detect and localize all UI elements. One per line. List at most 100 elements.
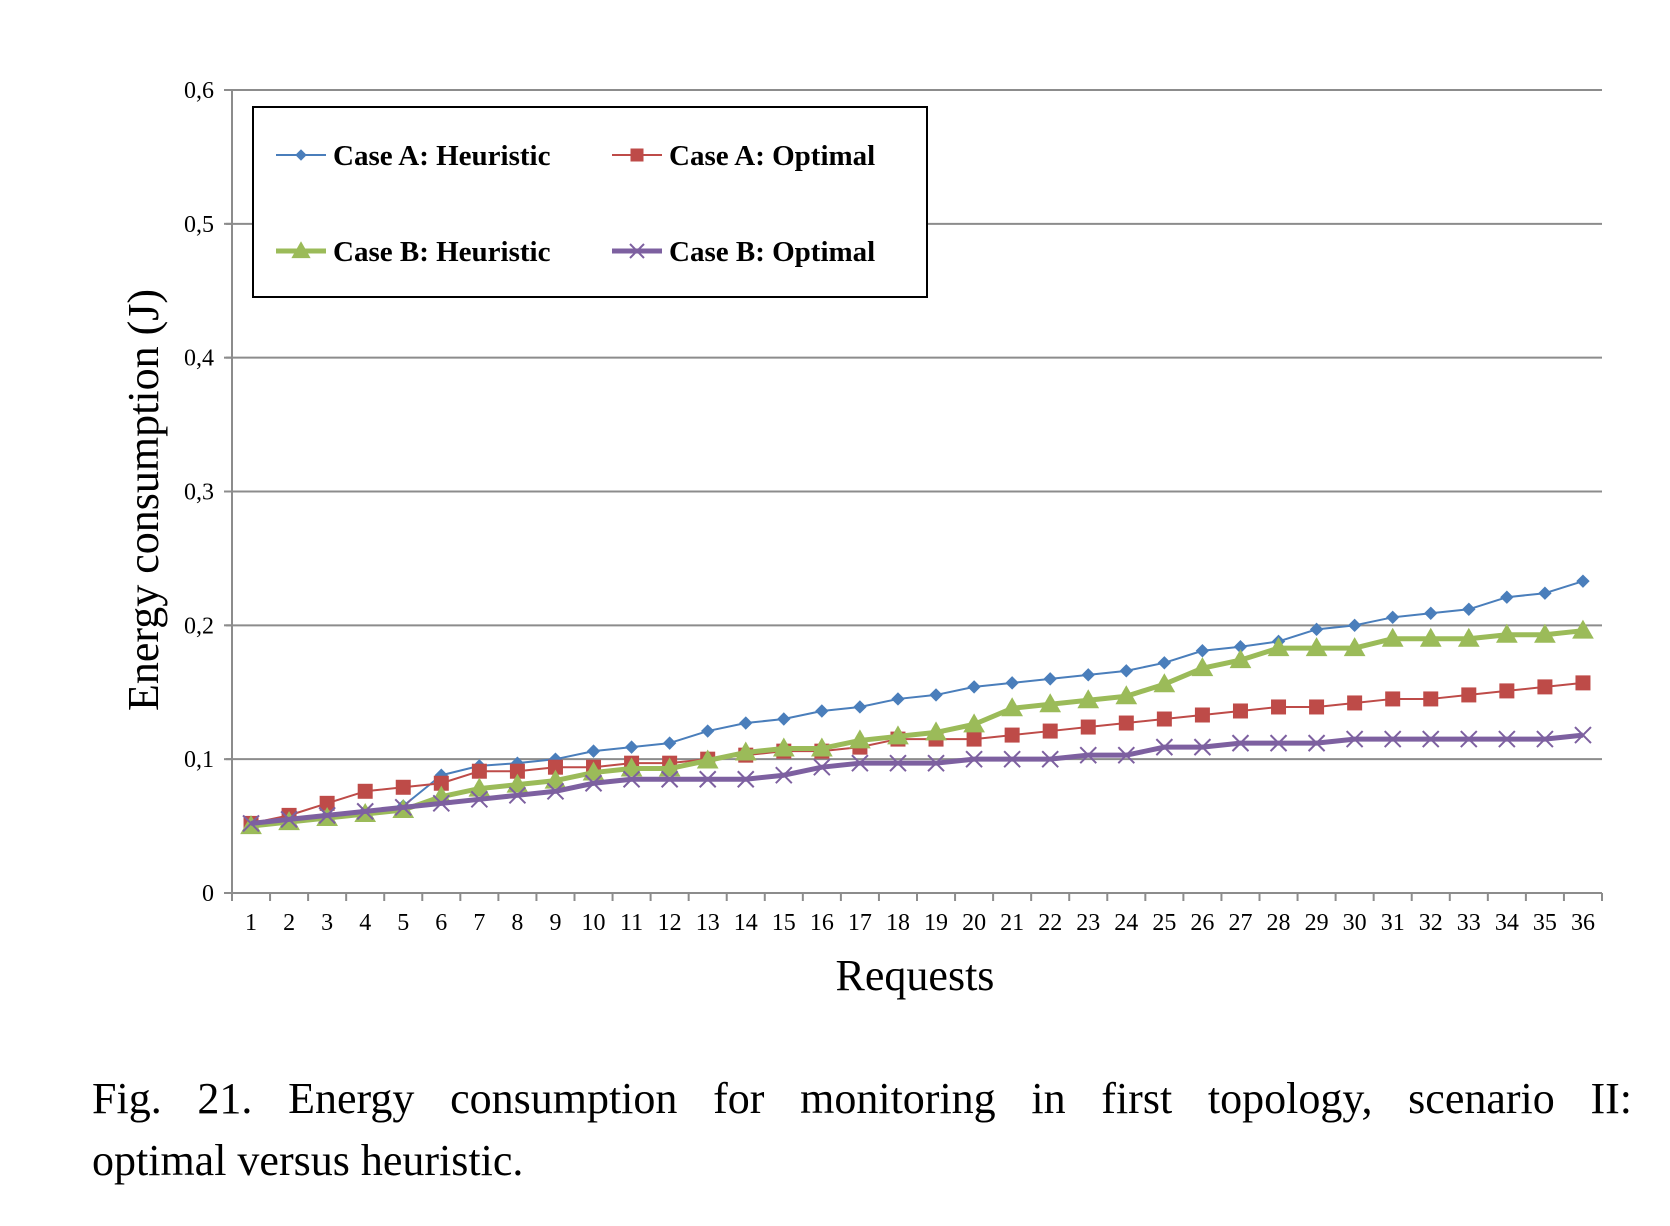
x-axis: 1 2 3 4 5 6 7 8 9 10 11 12 13 14 15 16 17 18 19 20 21 22 23 24 2… [231,892,1603,936]
data-point-stroke [1193,738,1212,756]
data-point [1081,668,1095,682]
data-point [1004,727,1020,743]
data-point [280,810,298,829]
data-point [242,814,260,833]
data-point [584,774,603,792]
data-point [1193,738,1212,756]
data-point-stroke [622,770,641,788]
x-tick-label: 20 [962,910,986,936]
data-point [1423,691,1439,707]
data-point [1424,606,1438,620]
data-point [1077,689,1100,709]
data-point [622,770,641,788]
x-tick-label: 1 [245,910,257,936]
data-point [1001,697,1024,717]
legend-label: Case A: Optimal [669,140,875,172]
data-point [356,802,374,821]
data-point [1115,685,1138,705]
x-tick-label: 5 [397,910,409,936]
y-tick-label: 0,1 [184,747,214,773]
legend-entry: Case B: Optimal [612,236,875,268]
data-point-stroke [1498,730,1516,748]
y-tick-label: 0,3 [184,480,214,506]
data-point [295,149,307,161]
data-point [620,757,643,777]
x-tick-label: 26 [1190,910,1214,936]
series-line [250,628,1584,829]
x-tick-label: 27 [1228,910,1252,936]
data-point [506,773,529,793]
data-point [925,721,947,741]
data-point [1267,637,1290,657]
x-tick-label: 2 [283,910,295,936]
data-point [1003,750,1021,768]
data-point [582,761,605,781]
data-point [777,712,791,726]
data-point [1537,679,1553,695]
x-tick-label: 19 [924,910,948,936]
data-point [1419,627,1442,647]
data-point [1385,691,1401,707]
data-point [468,777,491,797]
x-tick-label: 6 [435,910,447,936]
data-point [1229,649,1252,669]
data-point [1383,730,1402,748]
data-point-stroke [660,770,679,788]
x-tick-label: 25 [1152,910,1176,936]
series-4 [242,726,1592,833]
data-point-stroke [1041,750,1059,768]
x-tick-label: 33 [1457,910,1481,936]
data-point [586,744,601,758]
line-chart: 00,10,20,30,40,50,6 1 2 3 4 5 6 7 8 9 10 11 12 13 14 1… [119,78,1603,1000]
legend-entry: Case A: Optimal [612,140,875,172]
data-point [470,790,489,809]
data-point-stroke [1383,730,1402,748]
x-tick-label: 18 [886,910,910,936]
x-tick-label: 21 [1000,910,1024,936]
data-point-stroke [546,782,565,800]
data-point-stroke [508,786,527,805]
data-point [1305,637,1328,657]
caption-line-2: optimal versus heuristic. [92,1136,524,1185]
data-point [963,713,985,733]
data-point [810,737,833,757]
data-point [1462,602,1476,616]
data-point [1231,734,1250,752]
data-point [1041,750,1059,768]
data-point-stroke [1117,746,1136,764]
data-point [1498,730,1516,748]
x-tick-label: 36 [1571,910,1595,936]
data-point [1156,711,1172,727]
data-point [508,786,527,805]
data-point [891,692,905,706]
data-point [1495,623,1518,643]
data-point [1191,657,1214,677]
data-point-stroke [698,770,717,788]
x-tick-label: 24 [1114,910,1138,936]
data-point [1005,676,1019,690]
y-axis-label: Energy consumption (J) [119,289,168,711]
data-point [1499,683,1515,699]
data-point-stroke [584,774,603,792]
x-tick-label: 31 [1381,910,1405,936]
x-tick-label: 14 [734,910,758,936]
data-point [471,763,487,779]
x-tick-label: 4 [359,910,371,936]
data-point [1385,610,1400,625]
data-point [1345,730,1364,748]
data-point-stroke [851,754,869,772]
data-point [1309,622,1324,637]
data-point [546,782,565,800]
data-point [395,779,411,795]
data-point [700,724,715,738]
data-point [1422,730,1440,748]
data-point-stroke [1079,746,1097,764]
x-tick-label: 16 [810,910,834,936]
data-point [1307,734,1326,752]
x-tick-label: 32 [1419,910,1443,936]
y-tick-label: 0,5 [184,212,214,238]
data-point [1461,687,1477,703]
data-point-stroke [629,243,645,259]
legend-entry: Case B: Heuristic [276,236,551,268]
data-point [739,716,753,730]
